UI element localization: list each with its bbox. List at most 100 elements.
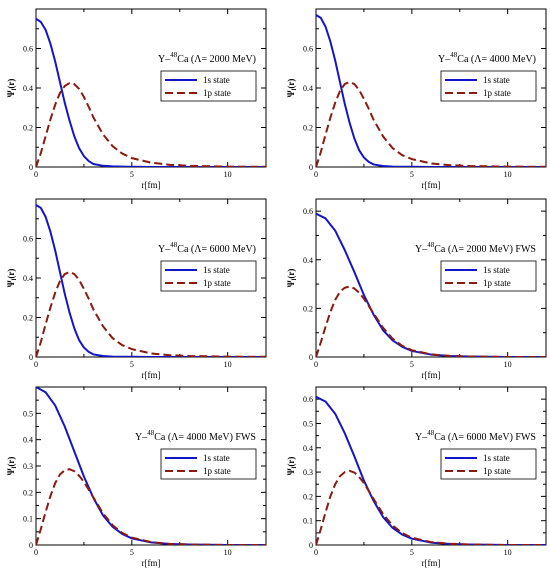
x-axis-label: r[fm]: [422, 370, 441, 380]
y-tick-label: 0.2: [23, 488, 33, 497]
series-1s-line: [316, 395, 546, 545]
x-axis-label: r[fm]: [142, 180, 161, 190]
y-tick-label: 0.5: [303, 419, 313, 428]
y-tick-label: 0.6: [303, 45, 313, 54]
legend-label-1s: 1s state: [203, 75, 230, 85]
x-axis-label: r[fm]: [422, 180, 441, 190]
chart-title: Y–48Ca (Λ= 2000 MeV): [158, 51, 256, 65]
legend-box: [160, 448, 257, 480]
legend-label-1p: 1p state: [483, 88, 511, 98]
y-tick-label: 0.4: [303, 444, 313, 453]
y-tick-label: 0.3: [303, 468, 313, 477]
x-tick-label: 10: [224, 170, 232, 179]
y-tick-label: 0: [29, 163, 33, 172]
x-tick-label: 0: [314, 548, 318, 557]
y-axis-label: Ψl(r): [286, 457, 298, 476]
y-tick-label: 0.2: [23, 124, 33, 133]
legend-label-1p: 1p state: [203, 278, 231, 288]
y-tick-label: 0.4: [23, 436, 33, 445]
chart-panel: 0 5 10 0 0.2 0.4 0.6 r[fm] Ψl(r) Y–48Ca (Λ= 4000 …: [286, 8, 547, 190]
chart-title: Y–48Ca (Λ= 4000 MeV): [438, 51, 536, 65]
y-tick-label: 0: [29, 541, 33, 550]
y-axis-label: Ψl(r): [6, 79, 18, 98]
x-tick-label: 0: [314, 360, 318, 369]
legend-label-1s: 1s state: [203, 265, 230, 275]
x-tick-label: 5: [410, 170, 414, 179]
x-tick-label: 5: [410, 360, 414, 369]
series-1p-line: [316, 469, 546, 545]
x-tick-label: 0: [34, 548, 38, 557]
chart-panel: 0 5 10 0 0.2 0.4 0.6 r[fm] Ψl(r) Y–48Ca (Λ= 2000 …: [286, 198, 547, 380]
y-axis-label: Ψl(r): [6, 457, 18, 476]
y-tick-label: 0.2: [303, 124, 313, 133]
legend-label-1s: 1s state: [483, 265, 510, 275]
chart-title: Y–48Ca (Λ= 6000 MeV) FWS: [415, 429, 536, 443]
y-axis-label: Ψl(r): [286, 79, 298, 98]
y-tick-label: 0.2: [303, 492, 313, 501]
y-tick-label: 0.4: [23, 84, 33, 93]
y-axis-label: Ψl(r): [286, 269, 298, 288]
x-tick-label: 10: [224, 548, 232, 557]
legend-box: [440, 70, 537, 102]
x-tick-label: 10: [504, 548, 512, 557]
y-tick-label: 0.4: [303, 256, 313, 265]
y-tick-label: 0.3: [23, 462, 33, 471]
x-axis-label: r[fm]: [422, 558, 441, 568]
series-1s-line: [316, 14, 546, 167]
series-1p-line: [36, 82, 266, 167]
series-1s-line: [36, 18, 266, 167]
x-tick-label: 0: [314, 170, 318, 179]
legend-label-1s: 1s state: [203, 453, 230, 463]
y-tick-label: 0.5: [23, 409, 33, 418]
chart-title: Y–48Ca (Λ= 4000 MeV) FWS: [135, 429, 256, 443]
x-axis-label: r[fm]: [142, 558, 161, 568]
x-tick-label: 5: [410, 548, 414, 557]
x-tick-label: 10: [504, 360, 512, 369]
series-1p-line: [36, 271, 266, 357]
plot-frame: [315, 386, 547, 546]
legend-box: [440, 448, 537, 480]
x-tick-label: 10: [224, 360, 232, 369]
x-tick-label: 10: [504, 170, 512, 179]
chart-title: Y–48Ca (Λ= 6000 MeV): [158, 241, 256, 255]
series-1p-line: [316, 285, 546, 357]
chart-panel: 0 5 10 0 0.2 0.4 0.6 r[fm] Ψl(r) Y–48Ca (Λ= 2000 …: [6, 8, 267, 190]
y-tick-label: 0.6: [23, 45, 33, 54]
x-tick-label: 0: [34, 170, 38, 179]
legend-label-1p: 1p state: [203, 466, 231, 476]
legend-box: [160, 260, 257, 292]
chart-panel: 0 5 10 0 0.1 0.2 0.3 0.4 0.5 0.6 r[fm] Ψl(r) Y–48Ca …: [286, 386, 547, 568]
series-1p-line: [36, 468, 266, 545]
legend-box: [440, 260, 537, 292]
y-tick-label: 0.2: [23, 314, 33, 323]
y-tick-label: 0.4: [23, 274, 33, 283]
y-tick-label: 0.2: [303, 304, 313, 313]
y-tick-label: 0.1: [303, 517, 313, 526]
legend-label-1p: 1p state: [203, 88, 231, 98]
y-tick-label: 0: [309, 353, 313, 362]
chart-panel: 0 5 10 0 0.1 0.2 0.3 0.4 0.5 r[fm] Ψl(r) Y–48Ca (Λ=…: [6, 386, 267, 568]
y-axis-label: Ψl(r): [6, 269, 18, 288]
plot-frame: [315, 198, 547, 358]
chart-panel: 0 5 10 0 0.2 0.4 0.6 r[fm] Ψl(r) Y–48Ca (Λ= 6000 …: [6, 198, 267, 380]
y-tick-label: 0.1: [23, 515, 33, 524]
y-tick-label: 0: [309, 163, 313, 172]
x-tick-label: 5: [130, 548, 134, 557]
y-tick-label: 0: [29, 353, 33, 362]
y-tick-label: 0: [309, 541, 313, 550]
x-axis-label: r[fm]: [142, 370, 161, 380]
legend-label-1s: 1s state: [483, 453, 510, 463]
legend-label-1p: 1p state: [483, 466, 511, 476]
chart-title: Y–48Ca (Λ= 2000 MeV) FWS: [415, 241, 536, 255]
y-tick-label: 0.6: [23, 235, 33, 244]
series-1p-line: [316, 81, 546, 167]
x-tick-label: 5: [130, 170, 134, 179]
legend-label-1s: 1s state: [483, 75, 510, 85]
legend-label-1p: 1p state: [483, 278, 511, 288]
series-1s-line: [36, 204, 266, 357]
y-tick-label: 0.6: [303, 207, 313, 216]
y-tick-label: 0.4: [303, 84, 313, 93]
legend-box: [160, 70, 257, 102]
y-tick-label: 0.6: [303, 395, 313, 404]
